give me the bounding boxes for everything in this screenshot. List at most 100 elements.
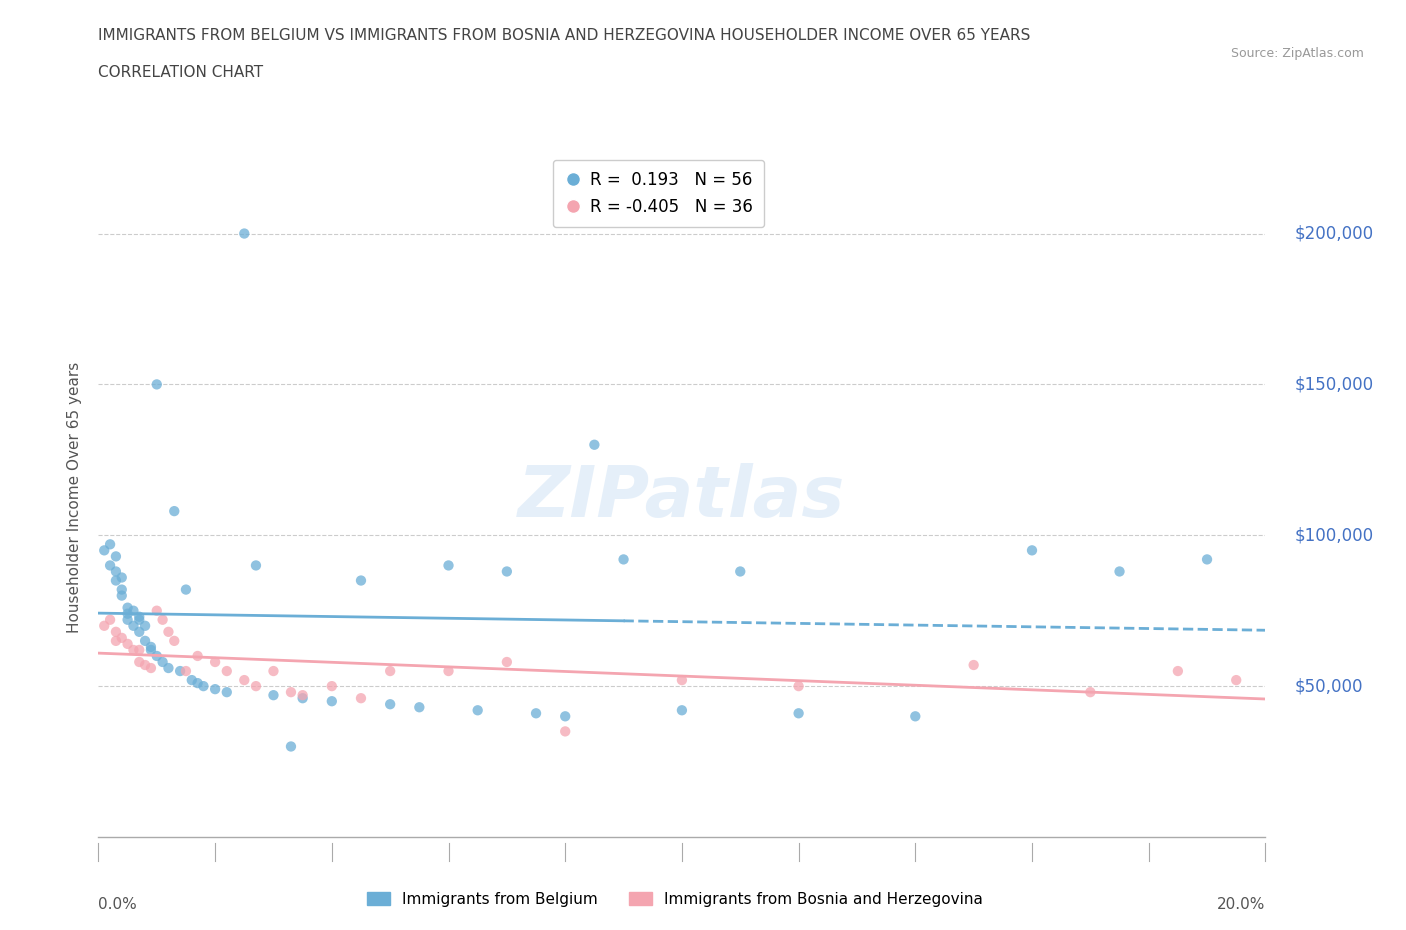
Point [93,543,115,558]
Point [204,655,226,670]
Point [495,564,517,578]
Point [215,664,238,679]
Text: $100,000: $100,000 [1295,526,1374,544]
Point [437,664,460,679]
Text: $150,000: $150,000 [1295,376,1374,393]
Point [152,655,174,670]
Point [139,660,162,675]
Point [187,648,209,663]
Point [117,600,139,615]
Point [408,699,430,714]
Point [671,703,693,718]
Point [128,655,150,670]
Point [146,648,169,663]
Point [245,558,267,573]
Point [350,691,373,706]
Point [215,684,238,699]
Point [291,688,314,703]
Point [787,706,810,721]
Point [187,676,209,691]
Point [111,631,134,645]
Point [139,640,162,655]
Point [554,724,576,738]
Point [180,672,202,687]
Point [163,633,186,648]
Point [1080,684,1102,699]
Point [962,658,984,672]
Point [128,643,150,658]
Point [104,573,127,588]
Y-axis label: Householder Income Over 65 years: Householder Income Over 65 years [66,362,82,633]
Point [904,709,927,724]
Point [134,658,156,672]
Point [104,633,127,648]
Point [98,537,121,551]
Point [583,437,606,452]
Point [122,604,145,618]
Point [204,682,226,697]
Point [157,660,180,675]
Point [111,582,134,597]
Point [174,582,197,597]
Point [1195,552,1218,567]
Point [128,624,150,639]
Point [787,679,810,694]
Point [1225,672,1247,687]
Point [1167,664,1189,679]
Point [350,573,373,588]
Point [321,679,343,694]
Point [98,558,121,573]
Point [139,643,162,658]
Point [104,624,127,639]
Point [554,709,576,724]
Text: 20.0%: 20.0% [1218,897,1265,912]
Text: $200,000: $200,000 [1295,224,1374,243]
Point [280,739,302,754]
Text: CORRELATION CHART: CORRELATION CHART [98,65,263,80]
Text: $50,000: $50,000 [1295,677,1362,695]
Point [467,703,489,718]
Point [146,377,169,392]
Text: Source: ZipAtlas.com: Source: ZipAtlas.com [1230,46,1364,60]
Point [193,679,215,694]
Point [134,633,156,648]
Point [169,664,191,679]
Text: ZIPatlas: ZIPatlas [519,463,845,532]
Point [321,694,343,709]
Point [612,552,634,567]
Point [262,688,284,703]
Point [174,664,197,679]
Point [128,609,150,624]
Text: 0.0%: 0.0% [98,897,138,912]
Point [437,558,460,573]
Point [524,706,547,721]
Legend: R =  0.193   N = 56, R = -0.405   N = 36: R = 0.193 N = 56, R = -0.405 N = 36 [553,160,765,227]
Point [262,664,284,679]
Point [117,606,139,621]
Point [728,564,751,578]
Point [291,691,314,706]
Point [671,672,693,687]
Point [146,604,169,618]
Point [378,697,402,711]
Point [134,618,156,633]
Legend: Immigrants from Belgium, Immigrants from Bosnia and Herzegovina: Immigrants from Belgium, Immigrants from… [361,886,988,913]
Point [117,636,139,651]
Point [233,672,256,687]
Point [111,570,134,585]
Point [98,612,121,627]
Point [1108,564,1130,578]
Point [152,612,174,627]
Point [233,226,256,241]
Point [93,618,115,633]
Point [111,588,134,603]
Text: IMMIGRANTS FROM BELGIUM VS IMMIGRANTS FROM BOSNIA AND HERZEGOVINA HOUSEHOLDER IN: IMMIGRANTS FROM BELGIUM VS IMMIGRANTS FR… [98,28,1031,43]
Point [245,679,267,694]
Point [163,504,186,519]
Point [378,664,402,679]
Point [104,564,127,578]
Point [1021,543,1043,558]
Point [117,612,139,627]
Point [128,612,150,627]
Point [157,624,180,639]
